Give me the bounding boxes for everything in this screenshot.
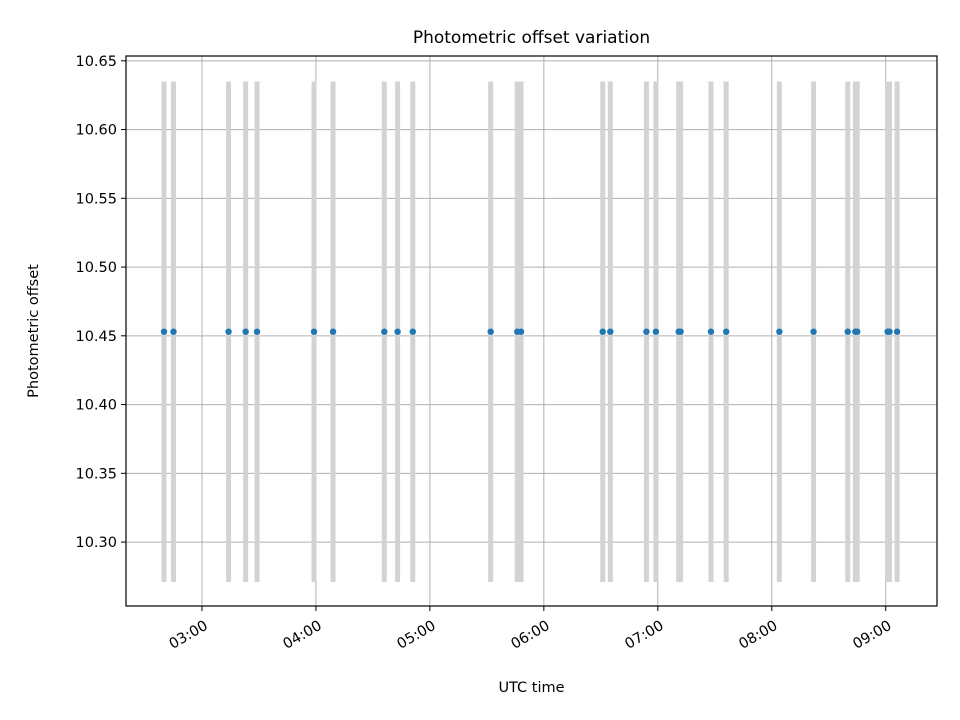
- data-point: [310, 328, 318, 335]
- data-point: [517, 328, 525, 335]
- y-tick-label: 10.60: [75, 123, 117, 139]
- y-tick-label: 10.45: [75, 329, 117, 345]
- y-tick-label: 10.55: [75, 191, 117, 207]
- y-axis-label: Photometric offset: [26, 264, 42, 398]
- data-point: [854, 328, 861, 335]
- x-axis-label: UTC time: [498, 680, 564, 696]
- y-tick-label: 10.35: [75, 466, 117, 482]
- data-point: [607, 328, 614, 335]
- grid-lines: [126, 56, 937, 606]
- data-point: [394, 328, 401, 335]
- data-point: [599, 328, 606, 335]
- data-point: [160, 328, 168, 335]
- data-point: [677, 328, 684, 335]
- data-point: [810, 328, 817, 335]
- y-tick-label: 10.40: [75, 398, 117, 414]
- plot-frame: [125, 55, 938, 607]
- data-point: [643, 328, 650, 335]
- data-point: [242, 328, 249, 335]
- y-axis-ticks: 10.30 10.35 10.40 10.45 10.50 10.55 10.60 10.65: [75, 54, 126, 551]
- data-point: [409, 328, 416, 335]
- data-point: [329, 328, 337, 335]
- data-point: [893, 328, 901, 335]
- y-tick-label: 10.50: [75, 260, 117, 276]
- chart-title: Photometric offset variation: [413, 28, 650, 48]
- data-point: [652, 328, 660, 335]
- data-point: [487, 328, 494, 335]
- data-point: [170, 328, 177, 335]
- y-tick-label: 10.30: [75, 535, 117, 551]
- data-point: [844, 328, 851, 335]
- data-point: [707, 328, 715, 335]
- data-point: [776, 328, 783, 335]
- y-tick-label: 10.65: [75, 54, 117, 70]
- data-point: [886, 328, 893, 335]
- data-point: [381, 328, 388, 335]
- data-point: [225, 328, 232, 335]
- data-point-layer: [160, 328, 901, 335]
- data-point: [722, 328, 730, 335]
- data-point: [253, 328, 261, 335]
